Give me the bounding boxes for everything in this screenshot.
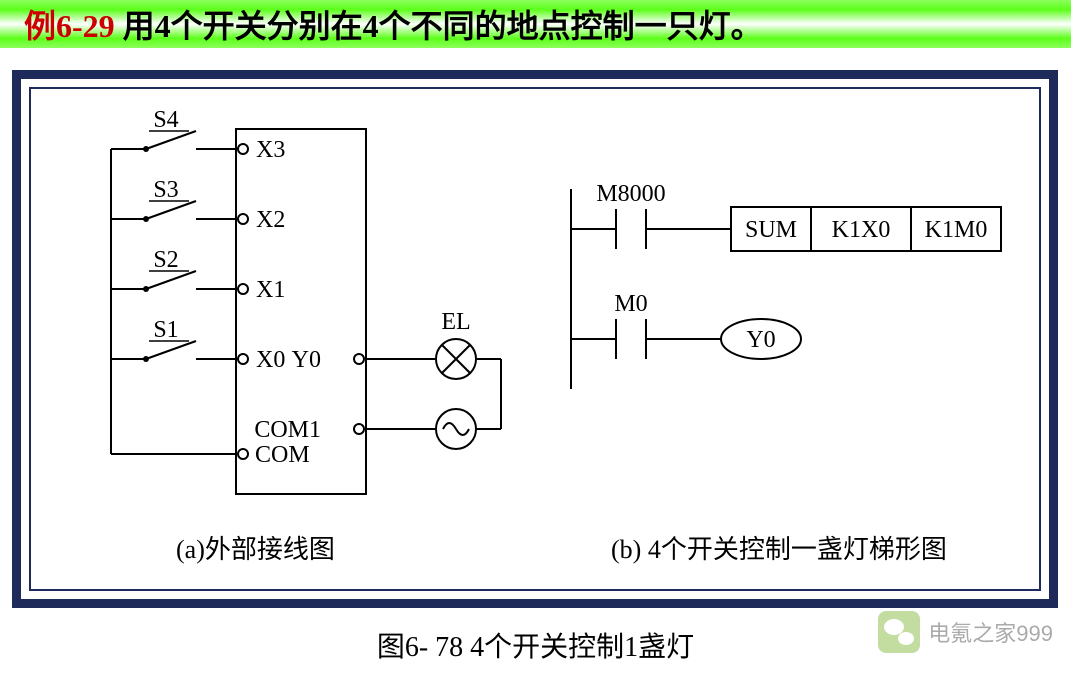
main-frame: S4 X3 S3 X2 S2 X1 S1 X0 COM Y0 EL [12, 70, 1058, 608]
switch-arm [146, 131, 196, 149]
terminal-label: X1 [256, 277, 285, 303]
instr-cell-1: K1X0 [832, 217, 891, 243]
r1-contact-label: M8000 [596, 181, 665, 207]
y0-terminal [354, 354, 364, 364]
switch-arm [146, 201, 196, 219]
r2-contact-label: M0 [614, 291, 647, 317]
switch-pivot [143, 286, 149, 292]
switch-label: S1 [153, 317, 178, 343]
instr-cell-0: SUM [745, 217, 797, 243]
switch-label: S3 [153, 177, 178, 203]
switch-arm [146, 271, 196, 289]
caption-b: (b) 4个开关控制一盏灯梯形图 [611, 529, 947, 566]
input-terminal [238, 354, 248, 364]
wiring-diagram: S4 X3 S3 X2 S2 X1 S1 X0 COM Y0 EL [31, 89, 541, 559]
com1-terminal [354, 424, 364, 434]
com-label: COM [255, 442, 310, 468]
input-terminal [238, 284, 248, 294]
y0-label: Y0 [292, 347, 321, 373]
title-prefix: 例6-29 [24, 8, 115, 44]
instr-cell-2: K1M0 [925, 217, 988, 243]
watermark-text: 电氪之家999 [928, 616, 1053, 648]
watermark: 电氪之家999 [878, 611, 1053, 653]
switch-arm [146, 341, 196, 359]
caption-a: (a)外部接线图 [176, 529, 335, 566]
switch-pivot [143, 146, 149, 152]
ladder-diagram: M8000 SUM K1X0 K1M0 M0 Y0 [531, 89, 1051, 509]
inner-area: S4 X3 S3 X2 S2 X1 S1 X0 COM Y0 EL [29, 87, 1041, 591]
lamp-label: EL [441, 309, 470, 335]
terminal-label: X3 [256, 137, 285, 163]
switch-pivot [143, 356, 149, 362]
title-text: 例6-29 用4个开关分别在4个不同的地点控制一只灯。 [24, 1, 763, 47]
com-terminal [238, 449, 248, 459]
title-rest: 用4个开关分别在4个不同的地点控制一只灯。 [115, 8, 763, 44]
input-terminal [238, 214, 248, 224]
com1-label: COM1 [254, 417, 321, 443]
input-terminal [238, 144, 248, 154]
coil-label: Y0 [746, 327, 775, 353]
title-bar: 例6-29 用4个开关分别在4个不同的地点控制一只灯。 [0, 0, 1071, 48]
switch-label: S4 [153, 107, 178, 133]
terminal-label: X2 [256, 207, 285, 233]
wechat-icon [878, 611, 920, 653]
switch-pivot [143, 216, 149, 222]
switch-label: S2 [153, 247, 178, 273]
terminal-label: X0 [256, 347, 285, 373]
